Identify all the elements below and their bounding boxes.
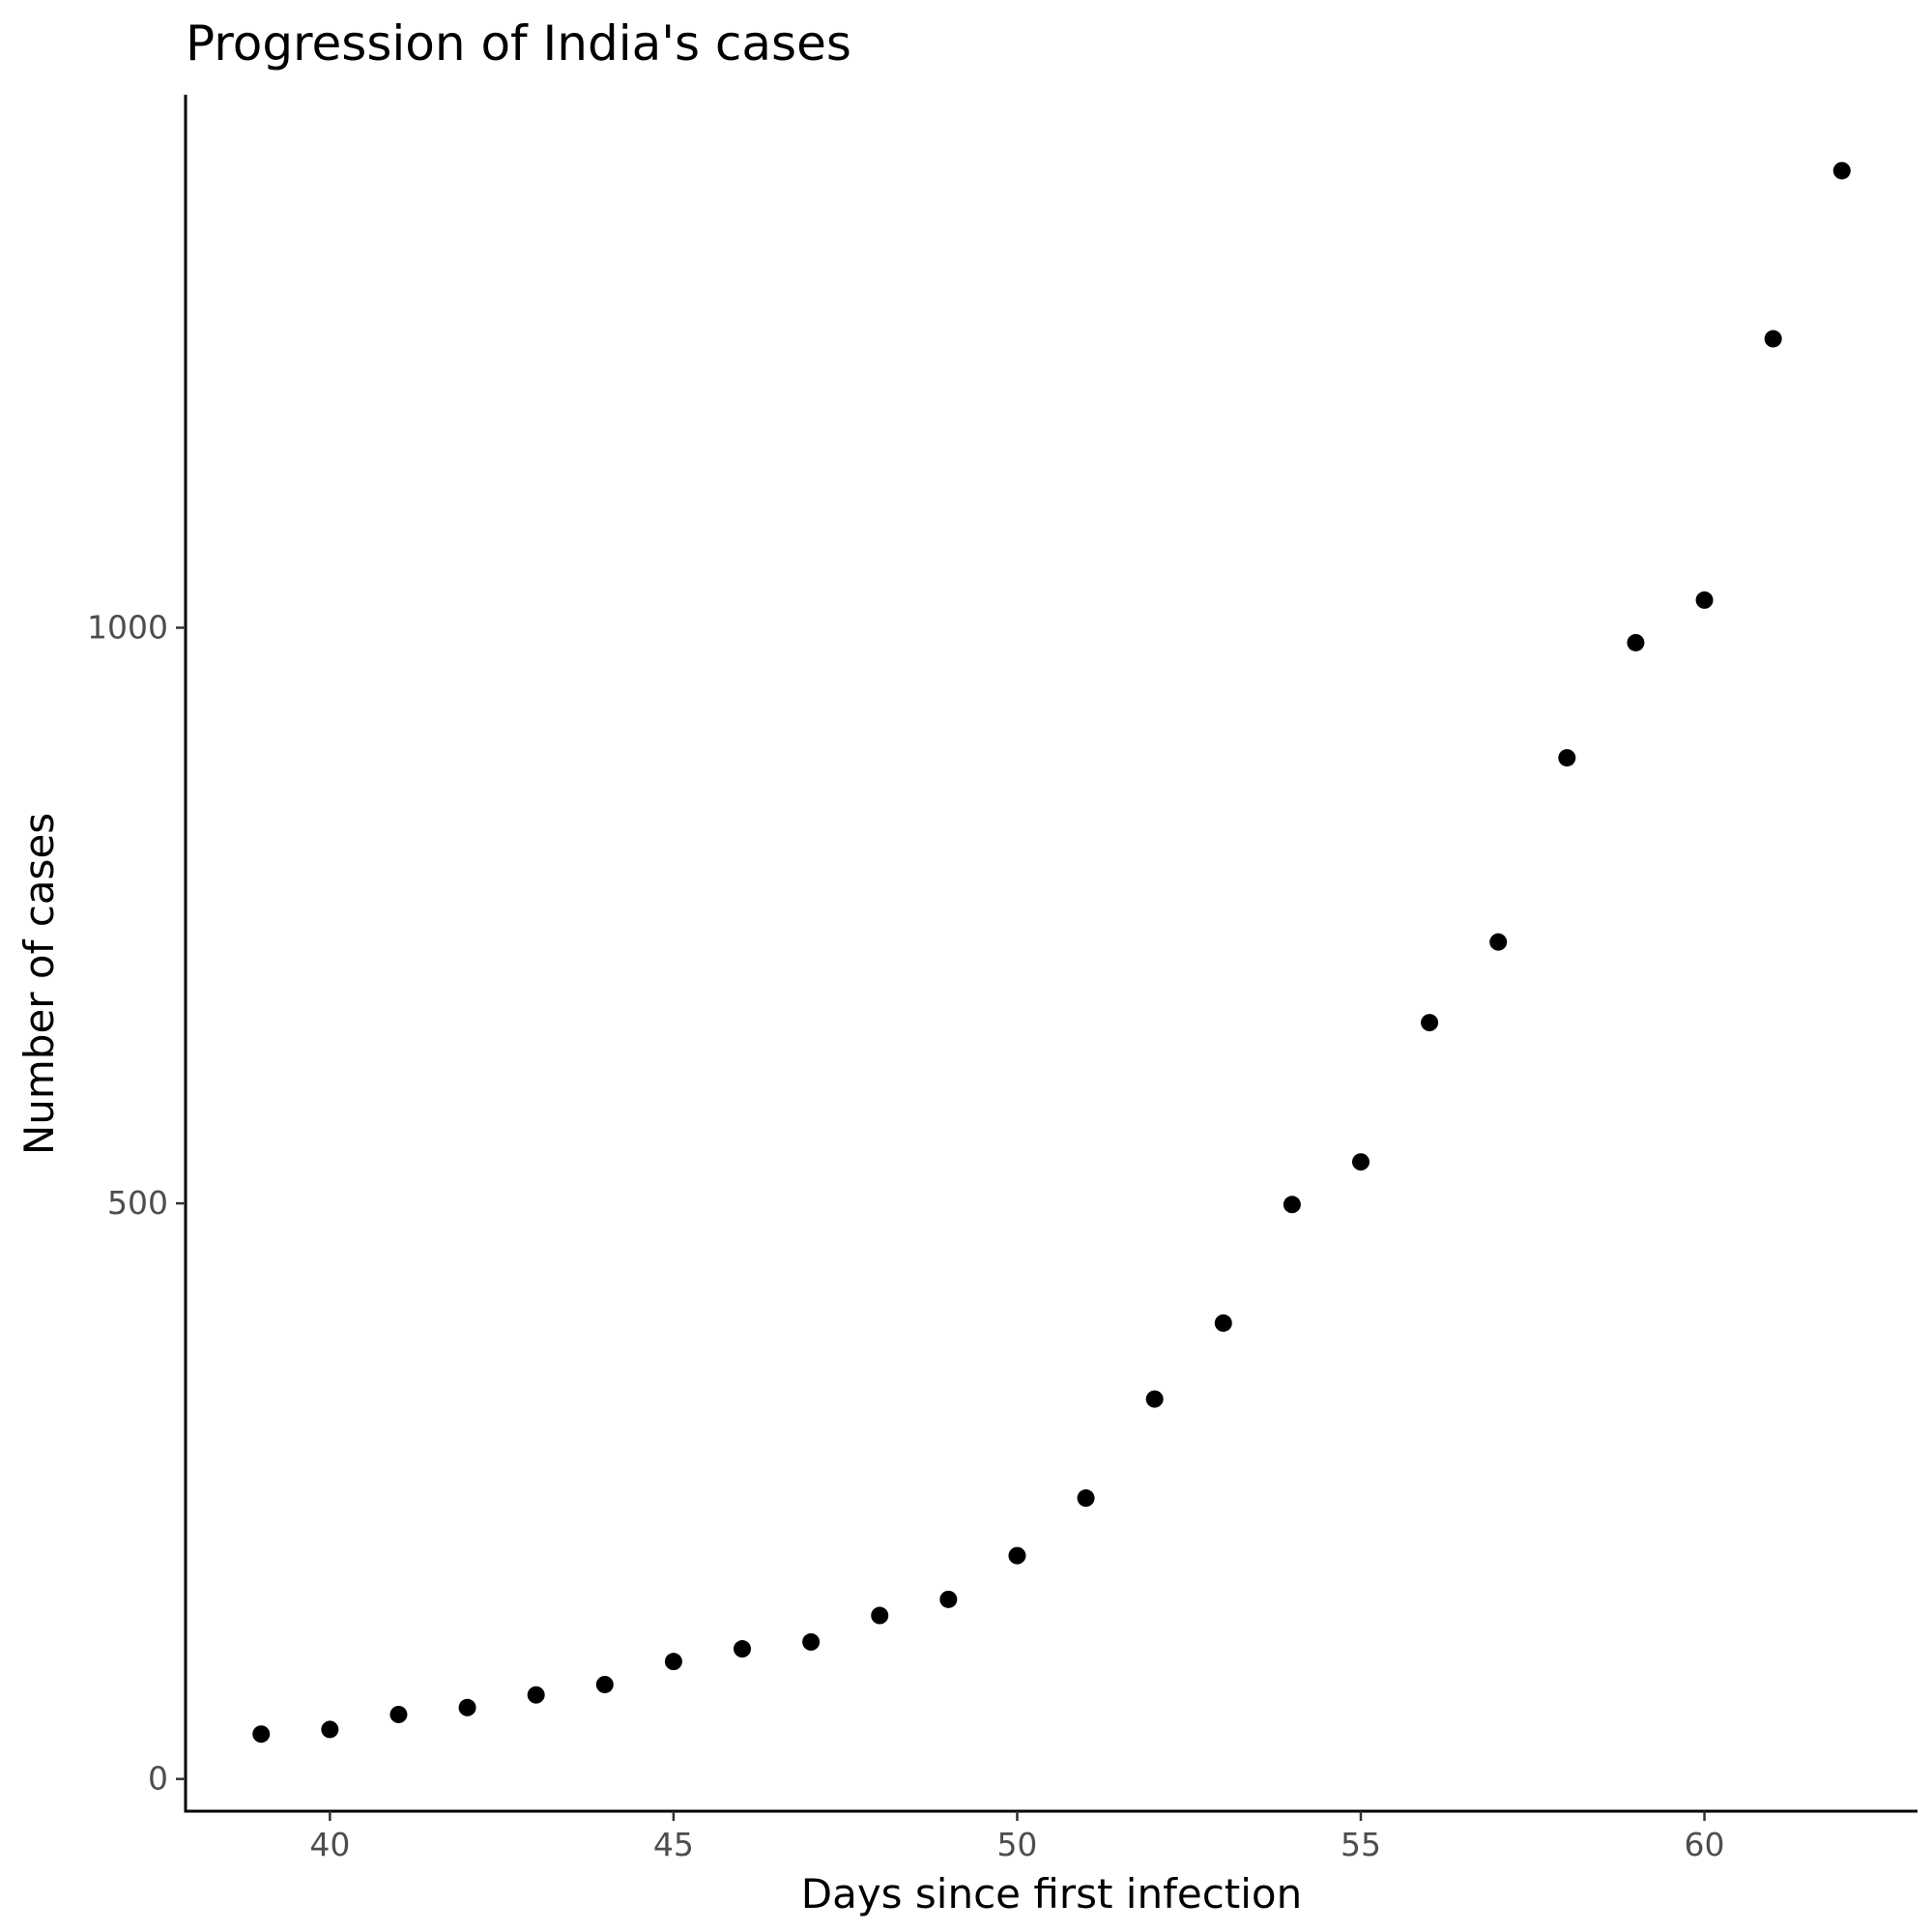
data-point (1558, 749, 1576, 767)
y-tick-label: 1000 (87, 609, 168, 647)
data-point (527, 1686, 545, 1704)
data-point (1352, 1153, 1370, 1171)
y-axis-title: Number of cases (15, 813, 63, 1155)
data-point (734, 1640, 751, 1658)
data-point (1489, 933, 1508, 951)
chart-title: Progression of India's cases (186, 15, 851, 72)
x-tick-label: 50 (996, 1826, 1037, 1863)
data-point (1077, 1489, 1095, 1508)
x-axis: 40 45 50 55 60 (184, 1809, 1918, 1863)
y-axis: 0 500 1000 (87, 95, 187, 1811)
x-tick-label: 45 (653, 1826, 694, 1863)
y-tick-label: 500 (107, 1184, 168, 1222)
data-point (1421, 1014, 1439, 1032)
x-tick-label: 55 (1341, 1826, 1381, 1863)
data-point (252, 1725, 271, 1744)
data-point (1283, 1196, 1301, 1214)
data-point (1214, 1313, 1232, 1332)
data-point (802, 1632, 821, 1651)
data-point (939, 1590, 958, 1608)
data-point (664, 1653, 682, 1671)
data-points (252, 161, 1851, 1744)
data-point (458, 1698, 476, 1716)
data-point (389, 1705, 408, 1723)
data-point (1008, 1546, 1026, 1565)
y-tick-label: 0 (148, 1760, 168, 1798)
data-point (1695, 591, 1714, 609)
data-point (1145, 1390, 1164, 1408)
data-point (1832, 161, 1851, 180)
data-point (1764, 330, 1782, 348)
x-axis-title: Days since first infection (801, 1870, 1303, 1918)
data-point (1627, 633, 1645, 651)
x-tick-label: 40 (309, 1826, 350, 1863)
x-tick-label: 60 (1685, 1826, 1725, 1863)
data-point (595, 1675, 614, 1693)
data-point (871, 1606, 889, 1625)
data-point (321, 1720, 339, 1739)
